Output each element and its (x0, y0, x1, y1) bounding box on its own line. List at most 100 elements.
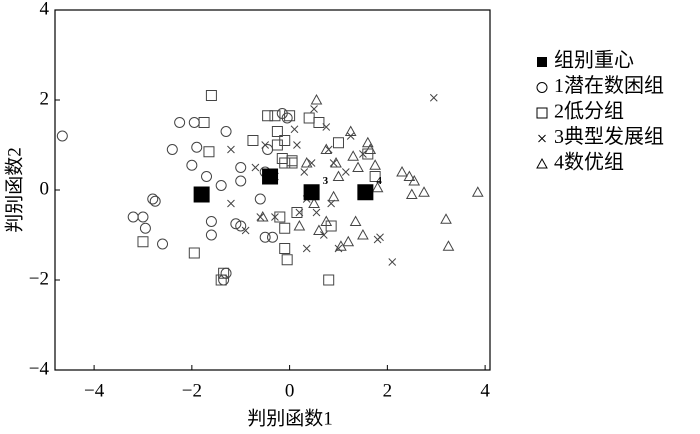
legend-marker (536, 107, 548, 119)
point (279, 157, 291, 169)
point (405, 188, 418, 199)
point (284, 110, 296, 122)
x-tick-label: 0 (285, 380, 295, 401)
legend-label: 2低分组 (554, 100, 624, 123)
annotation: 4 (376, 175, 382, 187)
point (291, 207, 303, 218)
point (218, 267, 230, 279)
point (235, 220, 247, 232)
x-axis-title: 判别函数1 (247, 407, 333, 429)
point (256, 213, 265, 221)
point (307, 159, 316, 167)
y-tick-label: 4 (40, 0, 50, 19)
point (203, 146, 215, 158)
centroid (262, 168, 279, 185)
y-tick-label: −2 (29, 268, 49, 289)
point (188, 247, 200, 259)
point (442, 240, 455, 251)
point (346, 132, 355, 140)
point (300, 156, 313, 168)
point (349, 215, 362, 226)
point (286, 157, 298, 169)
point (312, 208, 321, 217)
point (440, 213, 452, 224)
centroid (193, 186, 210, 203)
point (281, 254, 293, 266)
y-tick-label: −4 (29, 358, 50, 379)
point (227, 199, 235, 208)
point (347, 150, 359, 161)
point (352, 161, 364, 172)
point (215, 274, 227, 286)
point (325, 220, 337, 232)
point (137, 236, 149, 248)
point (188, 117, 200, 128)
legend-label: 组别重心 (554, 49, 634, 72)
x-tick-label: −4 (84, 380, 105, 401)
point (342, 235, 355, 247)
point (329, 159, 338, 167)
point (174, 117, 186, 128)
centroid (357, 184, 374, 201)
point (408, 174, 421, 186)
point (147, 193, 159, 205)
point (290, 125, 299, 134)
point (327, 190, 340, 202)
point (362, 148, 374, 160)
centroid (303, 184, 320, 201)
point (235, 175, 247, 187)
point (376, 233, 384, 242)
point (166, 144, 178, 155)
point (191, 141, 203, 153)
point (227, 145, 235, 154)
point (371, 181, 384, 193)
point (293, 141, 301, 149)
point (334, 244, 343, 253)
point (388, 258, 397, 266)
point (286, 155, 298, 167)
point (205, 229, 217, 241)
point (332, 170, 345, 181)
point (198, 117, 210, 128)
point (205, 216, 217, 227)
point (324, 145, 333, 154)
point (313, 117, 325, 128)
point (215, 180, 227, 191)
point (274, 211, 286, 223)
point (267, 231, 278, 243)
legend-label: 1潜在数困组 (554, 74, 664, 97)
point (327, 199, 336, 208)
legend-marker (538, 134, 546, 143)
point (279, 243, 291, 254)
point (56, 130, 68, 142)
x-tick-label: 4 (480, 380, 490, 401)
point (313, 224, 325, 235)
point (157, 238, 169, 250)
point (341, 168, 350, 176)
point (241, 226, 250, 235)
point (201, 171, 213, 182)
point (471, 186, 484, 197)
point (218, 274, 230, 286)
point (127, 211, 139, 223)
point (361, 136, 374, 148)
point (149, 195, 161, 207)
point (344, 125, 357, 136)
point (139, 222, 151, 234)
legend-label: 3典型发展组 (554, 125, 664, 148)
point (262, 110, 274, 122)
point (259, 231, 271, 243)
point (332, 137, 344, 149)
y-tick-label: 0 (40, 178, 50, 199)
point (251, 163, 260, 172)
x-tick-label: 2 (383, 380, 393, 401)
point (269, 110, 281, 122)
point (137, 211, 149, 223)
plot-frame (54, 9, 491, 371)
point (323, 274, 335, 286)
point (429, 93, 438, 102)
y-tick-label: 2 (40, 88, 50, 109)
y-axis-title: 判别函数2 (3, 147, 25, 233)
